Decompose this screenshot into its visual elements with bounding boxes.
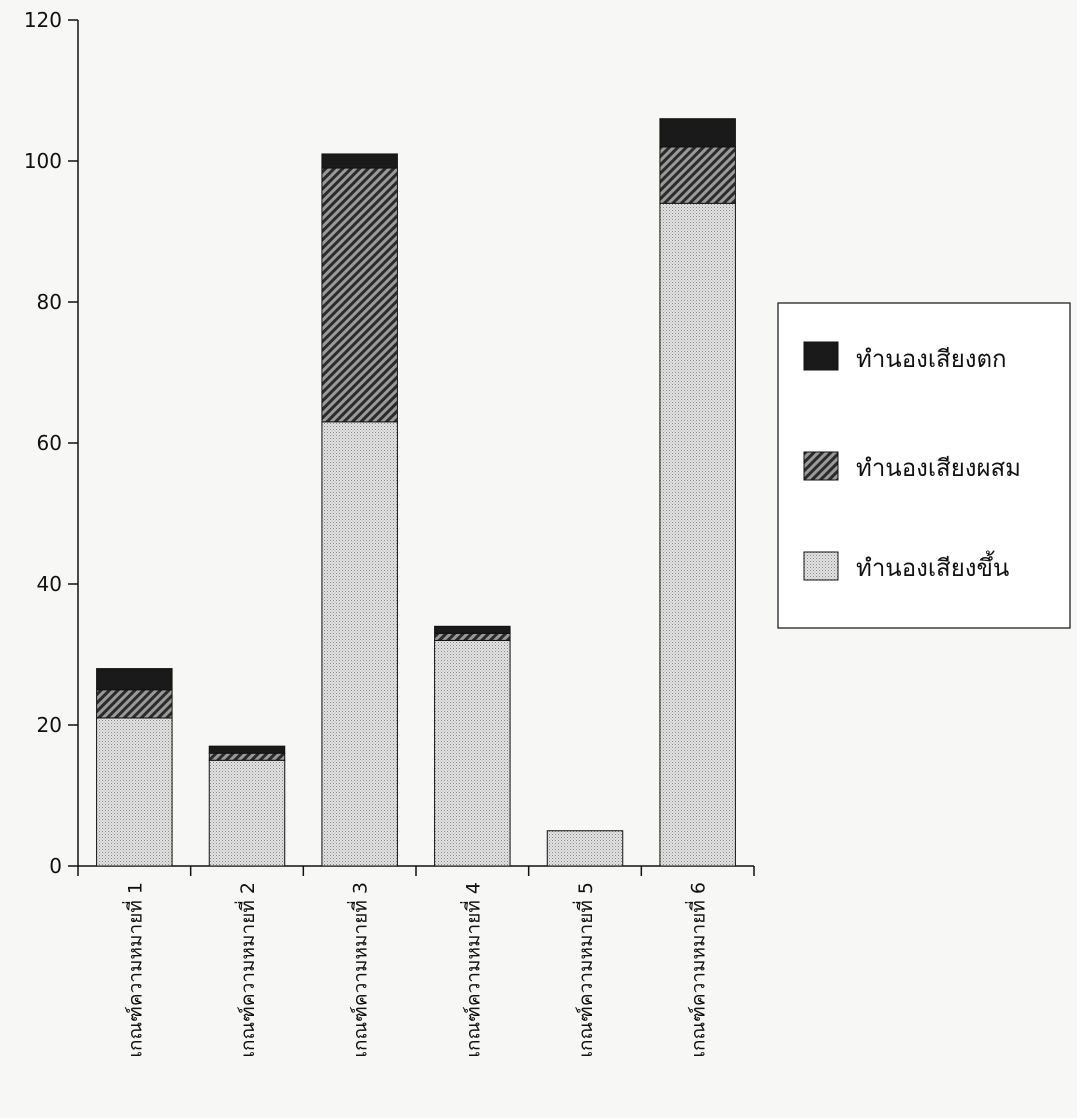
bar-segment-mixed-2: [208, 752, 286, 761]
y-tick-label: 40: [37, 572, 62, 596]
x-category-label: เกณฑ์ความหมายที่ 4: [459, 882, 484, 1057]
bar-segment-rising-5: [546, 830, 624, 867]
legend-label-falling: ทำนองเสียงตก: [856, 345, 1007, 373]
y-tick-label: 20: [37, 713, 62, 737]
bars: [96, 118, 736, 867]
x-category-label: เกณฑ์ความหมายที่ 1: [121, 882, 146, 1057]
axes: [77, 20, 754, 867]
y-tick-label: 80: [37, 290, 62, 314]
bar-segment-mixed-6: [659, 146, 736, 204]
y-tick-label: 60: [37, 431, 62, 455]
bar-segment-rising-6: [659, 202, 736, 867]
bar-segment-falling-2: [208, 745, 286, 754]
y-tick-label: 120: [24, 8, 62, 32]
bar-segment-rising-4: [434, 639, 511, 867]
bar-segment-falling-6: [659, 118, 736, 148]
bar-segment-falling-4: [434, 625, 511, 634]
legend-swatch-mixed: [803, 451, 839, 481]
x-ticks: [77, 866, 755, 876]
legend-swatch-rising: [803, 551, 839, 581]
x-category-label: เกณฑ์ความหมายที่ 5: [572, 882, 597, 1057]
legend-label-rising: ทำนองเสียงขึ้น: [856, 550, 1009, 582]
legend-swatch-falling: [803, 341, 839, 371]
y-ticks: 0 20 40 60 80 100 120: [24, 8, 78, 878]
legend: ทำนองเสียงตก ทำนองเสียงผสม ทำนองเสียงขึ้…: [777, 302, 1071, 629]
bar-segment-rising-1: [96, 717, 173, 867]
x-category-label: เกณฑ์ความหมายที่ 2: [234, 882, 259, 1057]
legend-label-mixed: ทำนองเสียงผสม: [856, 454, 1021, 482]
y-tick-label: 0: [49, 854, 62, 878]
bar-segment-falling-1: [96, 668, 173, 691]
bar-segment-mixed-4: [434, 632, 511, 641]
bar-segment-rising-3: [321, 421, 398, 867]
bar-segment-mixed-3: [321, 167, 398, 423]
bar-segment-falling-3: [321, 153, 398, 169]
bar-segment-mixed-1: [96, 689, 173, 719]
bar-segment-rising-2: [208, 759, 286, 867]
y-tick-label: 100: [24, 149, 62, 173]
category-labels: เกณฑ์ความหมายที่ 1 เกณฑ์ความหมายที่ 2 เกณฑ…: [121, 882, 709, 1057]
x-category-label: เกณฑ์ความหมายที่ 6: [685, 882, 710, 1057]
x-category-label: เกณฑ์ความหมายที่ 3: [347, 882, 372, 1057]
